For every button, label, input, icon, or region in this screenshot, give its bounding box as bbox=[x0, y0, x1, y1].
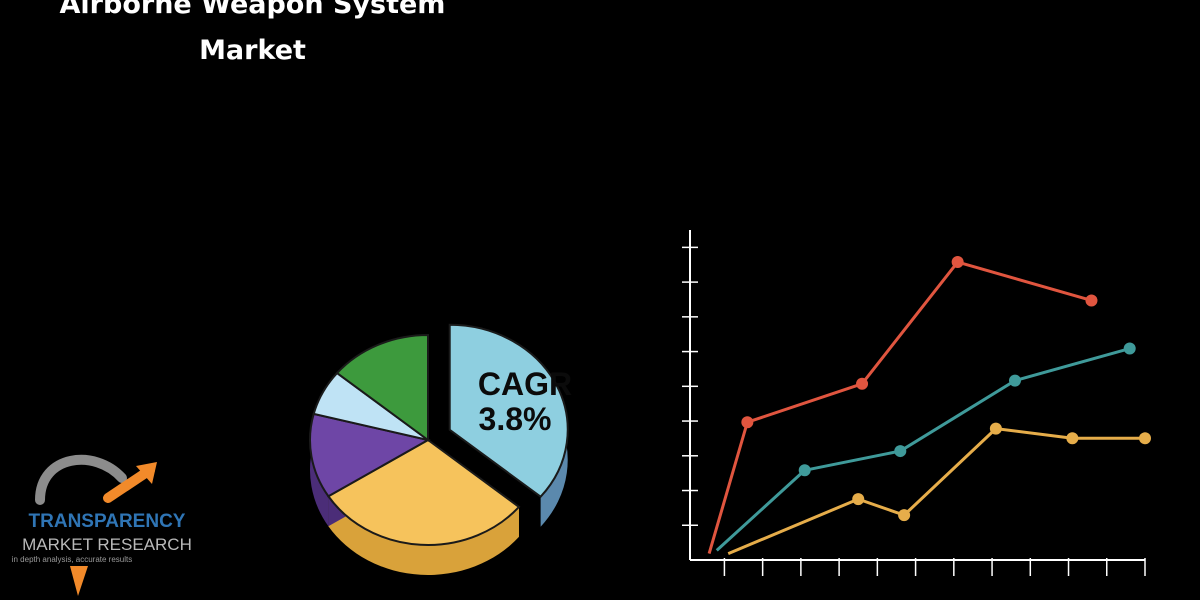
pie-slice-side bbox=[328, 496, 519, 575]
data-point bbox=[798, 464, 811, 477]
data-point bbox=[856, 377, 869, 390]
logo-name: TRANSPARENCY bbox=[29, 511, 186, 532]
page-title-line-1: Airborne Weapon System bbox=[59, 0, 446, 20]
chart-series bbox=[707, 256, 1151, 555]
data-point bbox=[951, 256, 964, 269]
logo-arrow-up-mark bbox=[103, 465, 155, 503]
data-point bbox=[1009, 374, 1021, 387]
data-point bbox=[989, 422, 1002, 435]
chart-axes bbox=[682, 230, 1146, 576]
pie-slice bbox=[309, 412, 431, 498]
pie-slice bbox=[448, 323, 569, 499]
data-point bbox=[1123, 342, 1136, 355]
logo-arc-mark bbox=[35, 454, 127, 505]
data-point bbox=[1139, 432, 1151, 445]
page-title-line-2: Market bbox=[199, 35, 306, 66]
data-point bbox=[852, 493, 865, 506]
cagr-value: 3.8% bbox=[479, 401, 552, 437]
logo-tagline: in depth analysis, accurate results bbox=[12, 555, 133, 564]
page-title: Airborne Weapon System Market bbox=[0, 0, 505, 74]
pie-slice bbox=[326, 438, 521, 546]
data-point bbox=[1085, 294, 1098, 307]
logo-subname: MARKET RESEARCH bbox=[22, 535, 192, 554]
pie-slice bbox=[335, 333, 429, 442]
pie-chart-slices bbox=[309, 323, 569, 546]
data-point bbox=[1066, 432, 1079, 445]
data-point bbox=[741, 416, 754, 429]
pie-slice-side bbox=[310, 413, 329, 527]
data-point bbox=[898, 509, 911, 522]
data-point bbox=[894, 445, 907, 458]
series-line bbox=[727, 427, 1145, 555]
logo-arrow-up-head bbox=[136, 462, 157, 484]
logo-arrow-down-mark bbox=[70, 566, 88, 596]
cagr-label: CAGR bbox=[478, 366, 572, 402]
